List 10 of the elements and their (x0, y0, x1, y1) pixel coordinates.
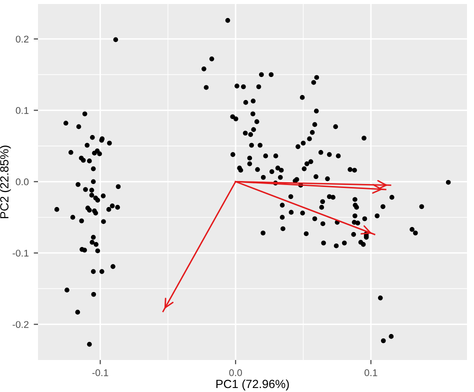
y-tick-label: 0.2 (16, 36, 28, 43)
x-axis-title: PC1 (72.96%) (216, 379, 289, 390)
y-tick-label: -0.2 (12, 321, 28, 328)
x-tick-label: 0.1 (364, 369, 378, 376)
y-axis-title: PC2 (22.85%) (0, 146, 11, 218)
y-tick-label: 0.1 (16, 107, 28, 114)
x-tick-label: -0.1 (92, 369, 108, 376)
x-tick-label: 0.0 (229, 369, 242, 376)
y-tick-label: 0.0 (16, 178, 29, 186)
y-tick-label: -0.1 (12, 250, 28, 257)
